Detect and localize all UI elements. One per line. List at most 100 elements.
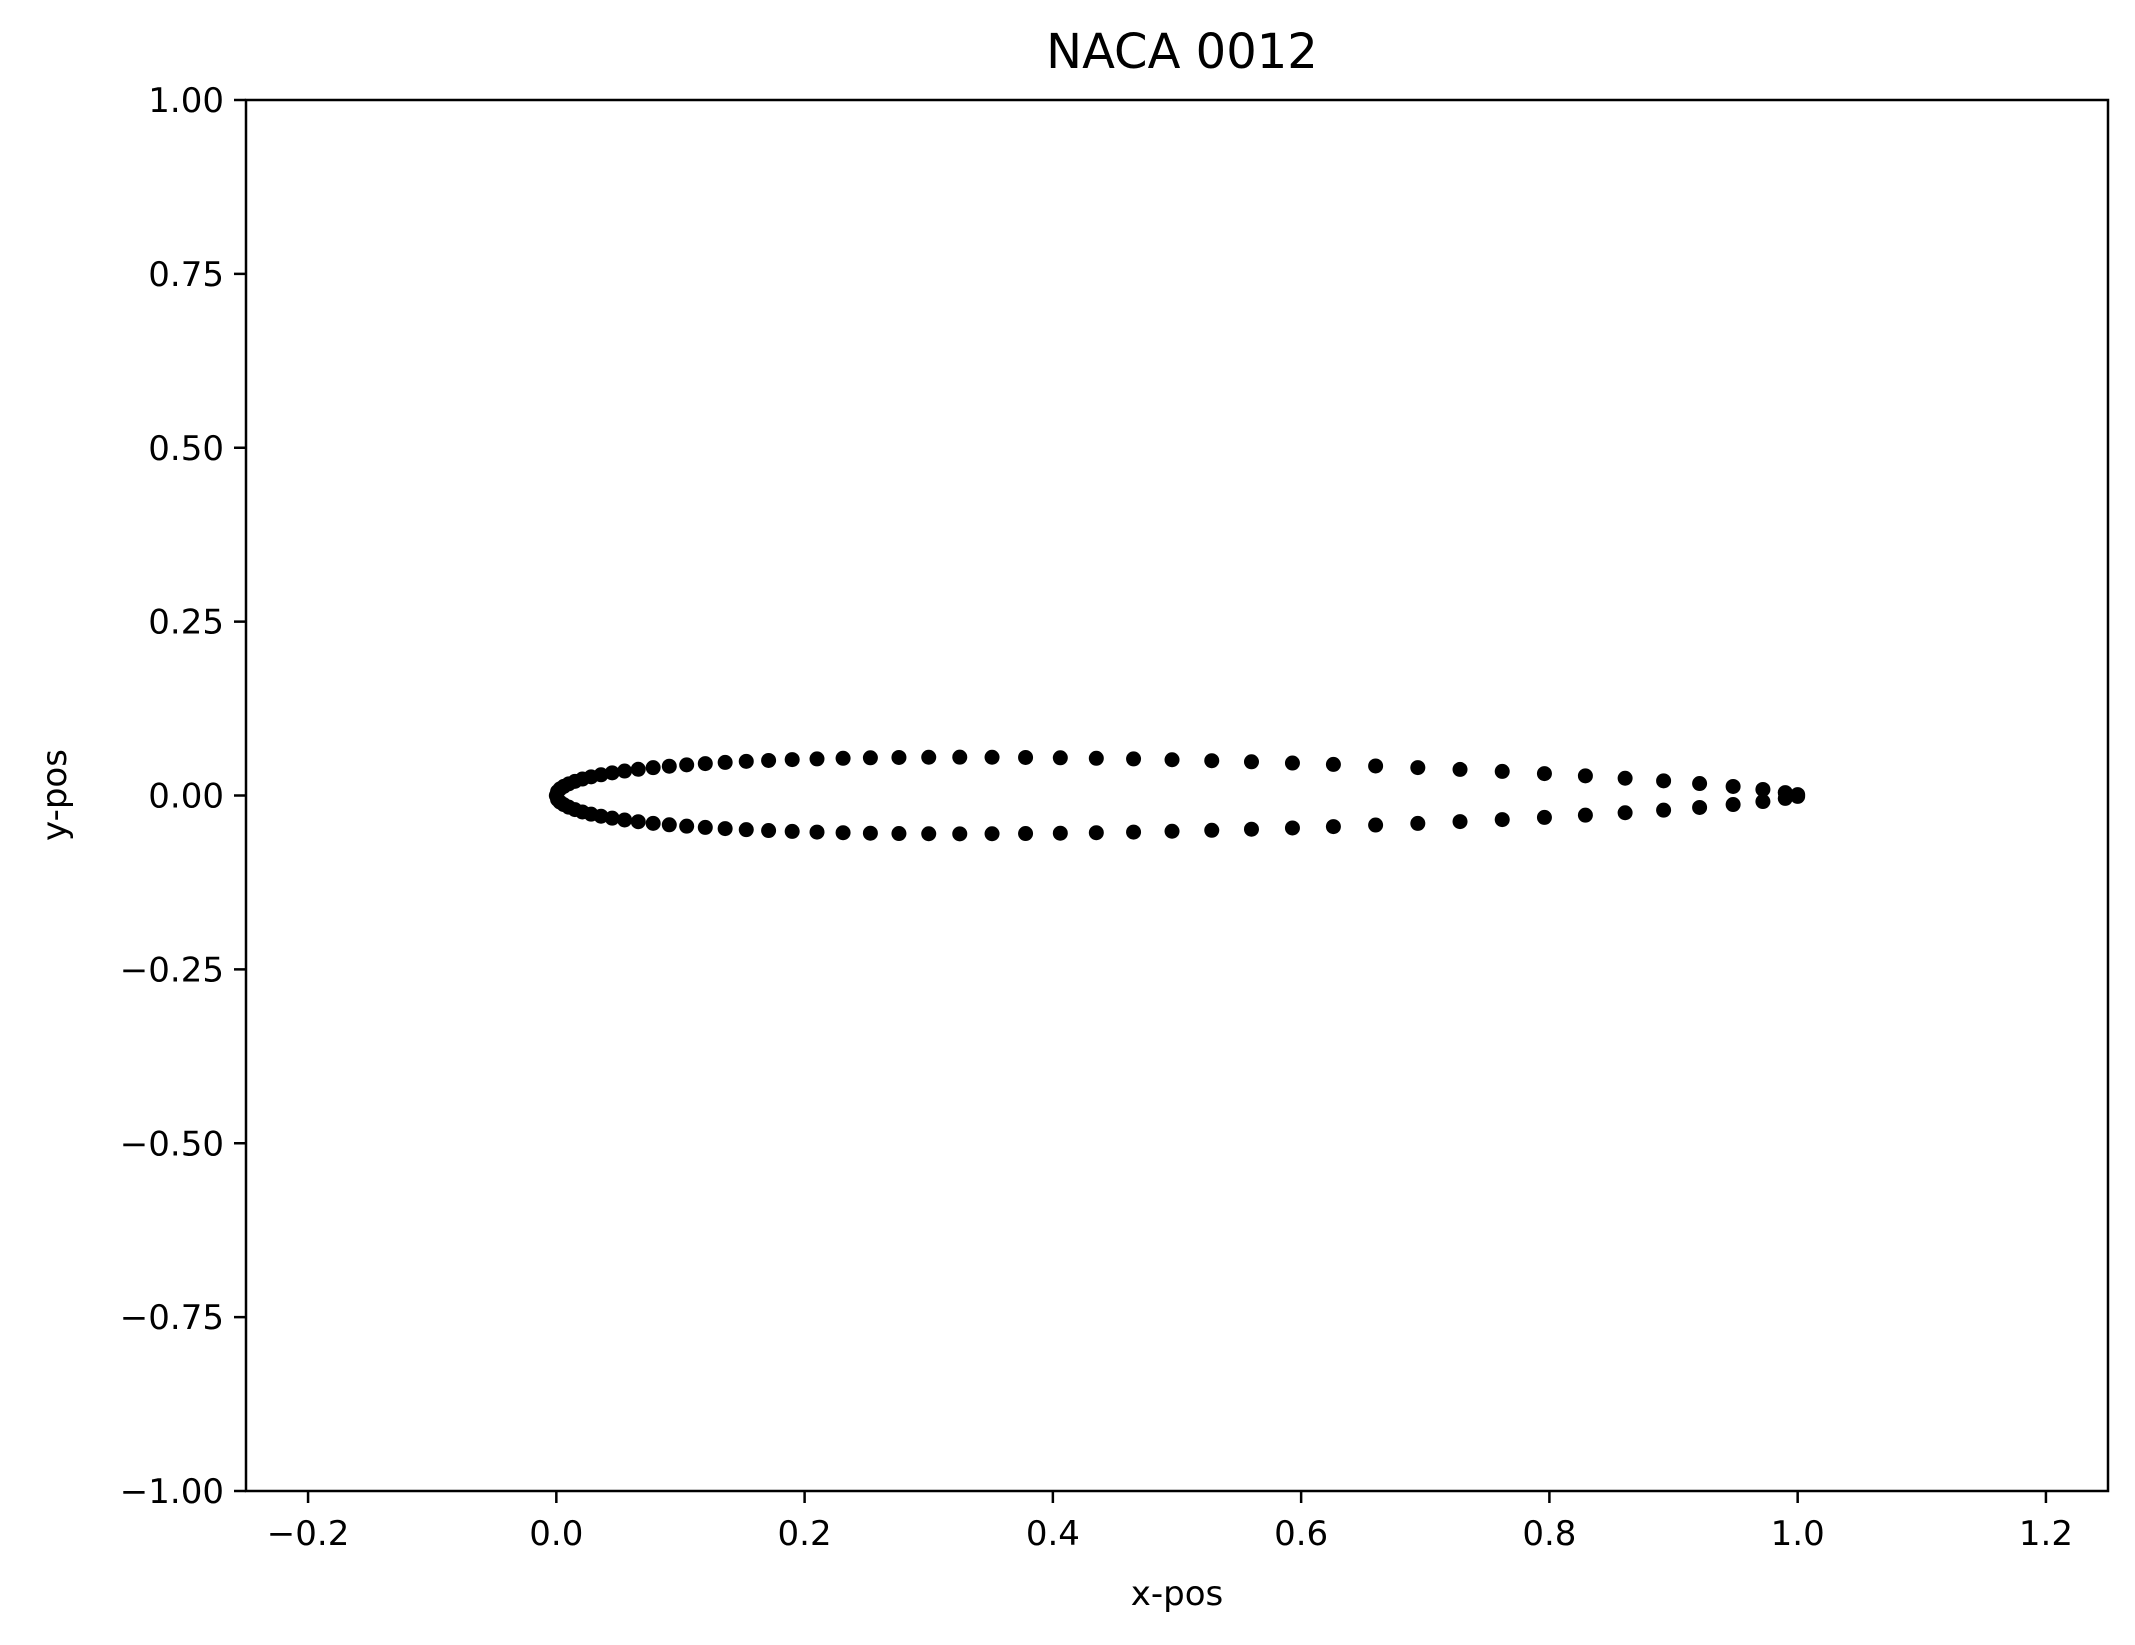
data-point	[645, 760, 661, 776]
data-point	[1777, 790, 1793, 806]
x-tick-label: 0.2	[778, 1514, 832, 1554]
data-point	[921, 826, 937, 842]
data-point	[1755, 794, 1771, 810]
data-point	[697, 756, 713, 772]
data-point	[1368, 758, 1384, 774]
data-point	[1284, 820, 1300, 836]
data-point	[1164, 823, 1180, 839]
data-point	[679, 818, 695, 834]
data-point	[761, 823, 777, 839]
data-point	[1088, 825, 1104, 841]
y-axis-ticks: 1.00 0.75 0.50 0.25 0.00 −0.25 −0.50 −0.75 −1.00	[120, 81, 246, 1512]
data-point	[984, 826, 1000, 842]
data-point	[617, 763, 633, 779]
y-tick-label: −1.00	[120, 1472, 224, 1512]
data-point	[1577, 807, 1593, 823]
data-point	[1325, 819, 1341, 835]
data-point	[952, 826, 968, 842]
data-point	[630, 761, 646, 777]
x-tick-label: −0.2	[267, 1514, 350, 1554]
data-point	[1243, 754, 1259, 770]
data-point	[784, 752, 800, 768]
data-point	[784, 823, 800, 839]
x-tick-label: 0.6	[1274, 1514, 1328, 1554]
data-point	[604, 765, 620, 781]
x-tick-label: 1.0	[1771, 1514, 1825, 1554]
data-point	[1725, 797, 1741, 813]
data-point	[1790, 788, 1806, 804]
data-point	[984, 749, 1000, 765]
data-point	[1052, 825, 1068, 841]
y-tick-label: 0.25	[148, 603, 224, 643]
data-point	[1617, 805, 1633, 821]
data-point	[717, 821, 733, 837]
data-point	[1656, 802, 1672, 818]
x-tick-label: 1.2	[2019, 1514, 2073, 1554]
data-point	[1018, 749, 1034, 765]
x-axis-label: x-pos	[1131, 1574, 1224, 1614]
data-point	[809, 751, 825, 767]
data-point	[1536, 766, 1552, 782]
data-point	[1692, 776, 1708, 792]
chart-title: NACA 0012	[1046, 24, 1318, 80]
data-point	[1164, 752, 1180, 768]
data-point	[1018, 826, 1034, 842]
data-point	[1368, 817, 1384, 833]
data-point	[1494, 812, 1510, 828]
data-point	[1126, 824, 1142, 840]
data-point	[1536, 809, 1552, 825]
data-point	[1204, 822, 1220, 838]
data-point	[862, 825, 878, 841]
data-point	[1755, 781, 1771, 797]
data-point	[645, 815, 661, 831]
y-tick-label: 1.00	[148, 81, 224, 121]
data-point	[1410, 760, 1426, 776]
data-point	[738, 822, 754, 838]
data-point	[617, 812, 633, 828]
data-point	[661, 758, 677, 774]
data-point	[697, 819, 713, 835]
data-point	[738, 753, 754, 769]
data-point	[952, 749, 968, 765]
data-point	[1494, 763, 1510, 779]
data-point	[1088, 750, 1104, 766]
data-point	[1243, 821, 1259, 837]
data-point	[1126, 751, 1142, 767]
y-tick-label: −0.75	[120, 1298, 224, 1338]
data-point	[593, 767, 609, 783]
data-point	[891, 749, 907, 765]
y-axis-label: y-pos	[35, 749, 75, 841]
data-point	[1204, 753, 1220, 769]
data-point	[1052, 750, 1068, 766]
data-point	[862, 750, 878, 766]
data-point	[1284, 755, 1300, 771]
data-point	[891, 826, 907, 842]
data-point	[1656, 773, 1672, 789]
airfoil-points	[548, 749, 1806, 842]
plot-frame	[244, 98, 2110, 1493]
data-point	[550, 791, 566, 807]
data-point	[1725, 778, 1741, 794]
y-tick-label: −0.25	[120, 950, 224, 990]
data-point	[1692, 799, 1708, 815]
data-point	[630, 814, 646, 830]
y-tick-label: −0.50	[120, 1124, 224, 1164]
data-point	[717, 754, 733, 770]
y-tick-label: 0.75	[148, 255, 224, 295]
data-point	[1325, 756, 1341, 772]
x-tick-label: 0.0	[529, 1514, 583, 1554]
data-point	[1617, 770, 1633, 786]
data-point	[1577, 768, 1593, 784]
x-tick-label: 0.4	[1026, 1514, 1080, 1554]
x-axis-ticks: −0.2 0.0 0.2 0.4 0.6 0.8 1.0 1.2	[267, 1491, 2073, 1554]
data-point	[661, 817, 677, 833]
y-tick-label: 0.00	[148, 777, 224, 817]
data-point	[835, 750, 851, 766]
data-point	[679, 757, 695, 773]
data-point	[809, 824, 825, 840]
data-point	[604, 810, 620, 826]
x-tick-label: 0.8	[1522, 1514, 1576, 1554]
data-point	[835, 825, 851, 841]
